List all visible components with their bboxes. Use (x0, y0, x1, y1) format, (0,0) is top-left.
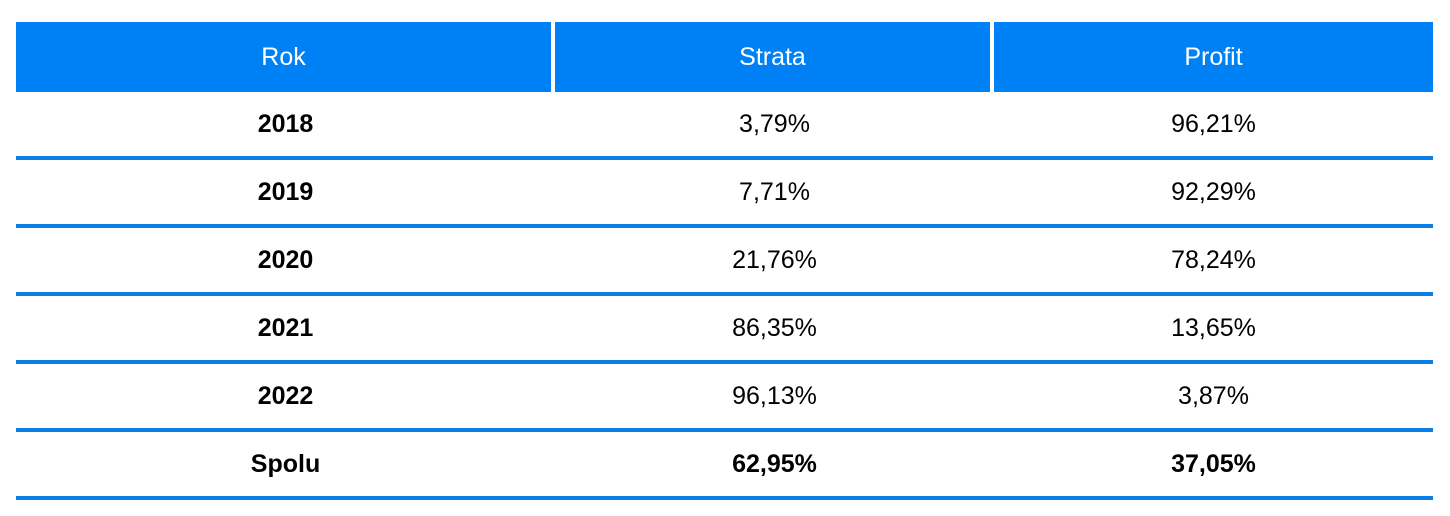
table-row: 2018 3,79% 96,21% (16, 92, 1433, 160)
header-profit: Profit (994, 22, 1433, 92)
table-header: Rok Strata Profit (16, 22, 1433, 92)
profit-cell: 92,29% (1171, 177, 1256, 206)
year-cell: 2021 (257, 313, 314, 342)
profit-cell: 3,87% (1178, 381, 1249, 410)
loss-cell: 3,79% (739, 109, 810, 138)
year-cell: 2018 (257, 109, 314, 138)
header-year: Rok (16, 22, 551, 92)
total-loss: 62,95% (732, 449, 817, 478)
table-row: 2022 96,13% 3,87% (16, 364, 1433, 432)
loss-cell: 96,13% (732, 381, 817, 410)
total-row: Spolu 62,95% 37,05% (16, 432, 1433, 500)
profit-cell: 96,21% (1171, 109, 1256, 138)
loss-cell: 21,76% (732, 245, 817, 274)
total-profit: 37,05% (1171, 449, 1256, 478)
loss-cell: 7,71% (739, 177, 810, 206)
year-cell: 2019 (257, 177, 314, 206)
total-label: Spolu (250, 449, 321, 478)
data-table: Rok Strata Profit 2018 3,79% 96,21% 2019… (16, 22, 1433, 500)
profit-cell: 13,65% (1171, 313, 1256, 342)
loss-cell: 86,35% (732, 313, 817, 342)
year-cell: 2022 (257, 381, 314, 410)
table-row: 2021 86,35% 13,65% (16, 296, 1433, 364)
table-row: 2020 21,76% 78,24% (16, 228, 1433, 296)
header-loss: Strata (555, 22, 990, 92)
table-row: 2019 7,71% 92,29% (16, 160, 1433, 228)
profit-cell: 78,24% (1171, 245, 1256, 274)
year-cell: 2020 (257, 245, 314, 274)
